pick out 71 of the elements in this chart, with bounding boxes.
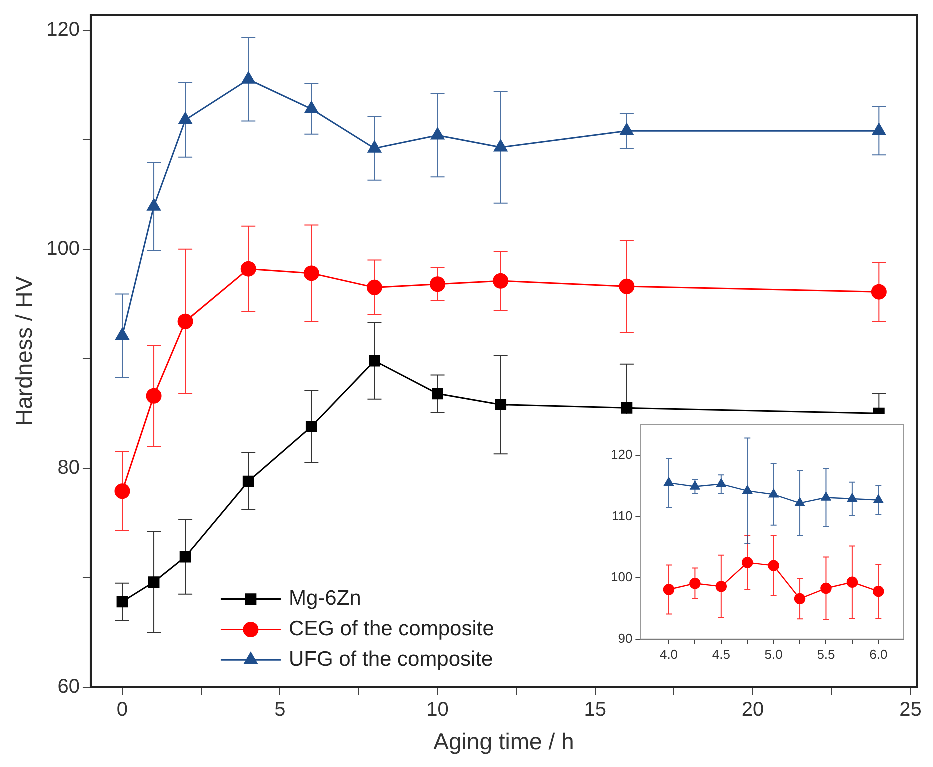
point: [114, 484, 130, 500]
y-tick-label: 120: [46, 18, 80, 41]
point: [821, 492, 832, 501]
y-tick-label: 90: [618, 630, 633, 646]
legend-label: Mg-6Zn: [288, 587, 362, 610]
point: [794, 593, 806, 605]
point: [432, 388, 444, 400]
x-tick-label: 0: [116, 698, 128, 721]
point: [716, 478, 726, 488]
point: [795, 498, 805, 506]
legend-label: CEG of the composite: [288, 618, 494, 641]
point: [147, 198, 161, 211]
x-tick-label: 5.5: [817, 646, 836, 662]
point: [768, 489, 779, 498]
point: [368, 140, 382, 153]
point: [148, 576, 160, 588]
point: [366, 280, 382, 296]
y-tick-label: 100: [46, 238, 80, 260]
x-axis-title: Aging time / h: [434, 728, 574, 755]
point: [493, 273, 509, 289]
point: [848, 493, 858, 502]
point: [178, 314, 194, 330]
x-tick-label: 5: [274, 698, 286, 721]
y-axis-title: Hardness / HV: [11, 276, 38, 426]
point: [690, 481, 700, 490]
point: [846, 576, 858, 588]
point: [768, 560, 780, 572]
x-tick-label: 15: [584, 698, 607, 721]
x-tick-label: 5.0: [764, 646, 783, 662]
point: [663, 584, 675, 596]
y-tick-label: 100: [610, 570, 633, 585]
point: [690, 578, 701, 590]
point: [240, 261, 256, 277]
point: [242, 72, 256, 84]
point: [742, 557, 754, 568]
point: [146, 388, 162, 404]
point: [116, 328, 130, 340]
legend-label: UFG of the composite: [288, 648, 494, 671]
y-tick-label: 110: [612, 508, 633, 524]
y-tick-label: 60: [58, 676, 80, 698]
point: [430, 128, 445, 140]
point: [494, 140, 508, 152]
point: [716, 581, 728, 592]
point: [619, 278, 635, 294]
point: [180, 551, 192, 563]
point: [620, 123, 634, 136]
point: [116, 596, 128, 608]
point: [304, 101, 318, 114]
point: [621, 402, 633, 414]
point: [873, 586, 884, 598]
point: [430, 276, 446, 292]
x-tick-label: 20: [742, 698, 764, 721]
y-tick-label: 120: [610, 447, 633, 462]
x-tick-label: 6.0: [870, 646, 888, 662]
point: [872, 123, 886, 136]
point: [304, 266, 320, 282]
x-tick-label: 4.5: [712, 646, 730, 662]
x-tick-label: 10: [426, 698, 449, 721]
point: [820, 582, 832, 594]
point: [495, 399, 507, 411]
point: [242, 476, 254, 488]
x-tick-label: 25: [900, 698, 922, 721]
point: [306, 421, 318, 432]
point: [742, 485, 753, 494]
y-tick-label: 80: [58, 456, 80, 479]
x-tick-label: 4.0: [660, 646, 678, 662]
point: [874, 494, 884, 504]
point: [369, 355, 380, 367]
point: [664, 477, 674, 486]
point: [871, 284, 887, 300]
point: [178, 112, 192, 124]
